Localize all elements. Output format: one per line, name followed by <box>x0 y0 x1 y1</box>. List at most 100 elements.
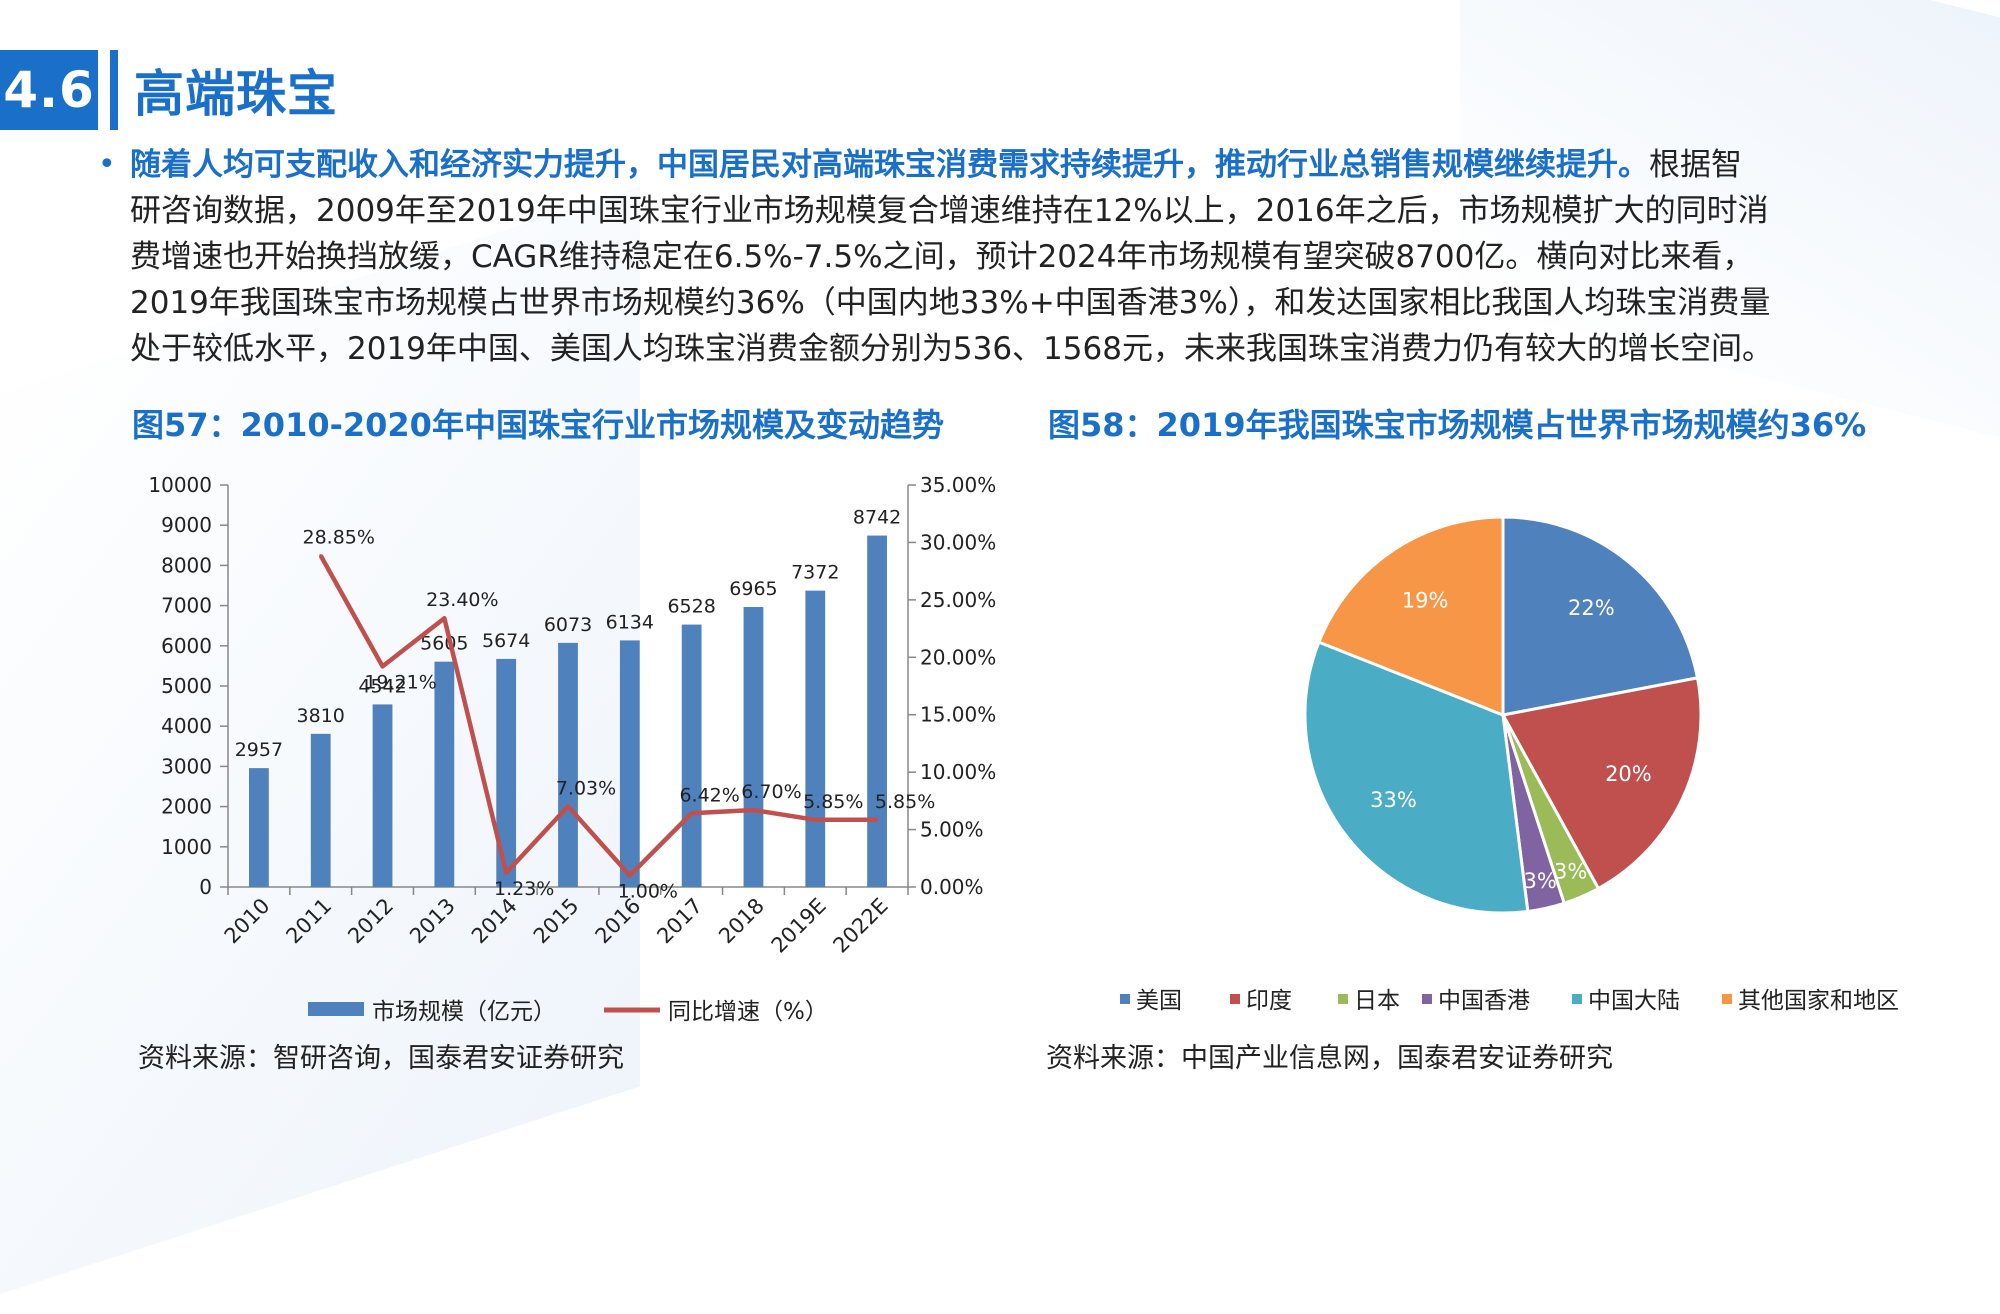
line-value-label: 6.42% <box>679 784 739 806</box>
pie-slice-label: 22% <box>1568 596 1615 620</box>
line-point <box>751 808 755 812</box>
line-value-label: 5.85% <box>875 791 935 813</box>
legend-label: 其他国家和地区 <box>1738 988 1899 1014</box>
left-tick-label: 0 <box>199 875 212 899</box>
left-tick-label: 7000 <box>161 594 212 618</box>
left-tick-label: 5000 <box>161 674 212 698</box>
bullet-lead: 随着人均可支配收入和经济实力提升，中国居民对高端珠宝消费需求持续提升，推动行业总… <box>130 147 1649 183</box>
legend-label: 中国大陆 <box>1588 988 1680 1014</box>
bar <box>558 642 578 887</box>
line-point <box>381 664 385 668</box>
fig58-title: 图58：2019年我国珠宝市场规模占世界市场规模约36% <box>1048 406 1867 444</box>
section-number: 4.6 <box>0 50 98 130</box>
bar <box>310 733 331 887</box>
legend-swatch <box>1230 994 1240 1004</box>
line-point <box>628 874 632 878</box>
line-point <box>566 804 570 808</box>
right-tick-label: 15.00% <box>920 703 996 727</box>
bar-value-label: 5674 <box>482 630 530 652</box>
pie-slice <box>1501 515 1700 717</box>
left-tick-label: 1000 <box>161 835 212 859</box>
legend-swatch <box>1572 994 1582 1004</box>
line-value-label: 5.85% <box>803 791 863 813</box>
page-title: 高端珠宝 <box>134 65 338 123</box>
left-tick-label: 10000 <box>148 473 212 497</box>
right-tick-label: 20.00% <box>920 645 996 669</box>
left-tick-label: 2000 <box>161 795 212 819</box>
bar <box>619 640 640 887</box>
bullet-line: 费增速也开始换挡放缓，CAGR维持稳定在6.5%-7.5%之间，预计2024年市… <box>130 239 1754 275</box>
legend-label: 印度 <box>1246 988 1292 1014</box>
bar-value-label: 8742 <box>853 507 901 529</box>
bullet-line: 处于较低水平，2019年中国、美国人均珠宝消费金额分别为536、1568元，未来… <box>130 331 1773 367</box>
bullet-text: 根据智 <box>1649 147 1742 183</box>
legend-label: 美国 <box>1136 988 1182 1014</box>
left-tick-label: 8000 <box>161 553 212 577</box>
line-point <box>690 811 694 815</box>
section-header: 4.6 高端珠宝 <box>0 50 338 130</box>
line-point <box>319 554 323 558</box>
x-tick-label: 2010 <box>220 894 275 949</box>
legend-line-label: 同比增速（%） <box>668 999 828 1025</box>
left-tick-label: 9000 <box>161 513 212 537</box>
bar <box>681 624 702 887</box>
line-value-label: 28.85% <box>303 527 375 549</box>
x-tick-label: 2013 <box>405 894 460 949</box>
line-value-label: 19.21% <box>364 671 436 693</box>
bar-value-label: 7372 <box>791 562 839 584</box>
right-tick-label: 10.00% <box>920 760 996 784</box>
line-point <box>875 818 879 822</box>
left-tick-label: 4000 <box>161 714 212 738</box>
x-tick-label: 2012 <box>343 894 398 949</box>
legend-label: 日本 <box>1354 988 1400 1014</box>
legend-swatch <box>1338 994 1348 1004</box>
left-tick-label: 3000 <box>161 754 212 778</box>
bar <box>434 661 455 887</box>
pie-slice-label: 3% <box>1554 859 1587 883</box>
pie-slice <box>1316 515 1505 718</box>
bar-value-label: 6134 <box>606 611 654 633</box>
bar <box>249 768 269 887</box>
legend-swatch <box>1120 994 1130 1004</box>
pie-slice-label: 19% <box>1402 588 1449 612</box>
line-value-label: 23.40% <box>426 589 498 611</box>
right-tick-label: 5.00% <box>920 818 984 842</box>
legend-bar-label: 市场规模（亿元） <box>372 999 556 1025</box>
bar <box>743 607 764 887</box>
line-point <box>442 616 446 620</box>
bar-value-label: 6965 <box>729 578 777 600</box>
right-tick-label: 30.00% <box>920 530 996 554</box>
bar-value-label: 6528 <box>667 596 715 618</box>
pie-slice-label: 3% <box>1523 869 1556 893</box>
x-tick-label: 2011 <box>281 894 336 949</box>
x-tick-label: 2018 <box>714 894 769 949</box>
left-tick-label: 6000 <box>161 634 212 658</box>
pie-slice-label: 20% <box>1605 762 1652 786</box>
bullet-line: 研咨询数据，2009年至2019年中国珠宝行业市场规模复合增速维持在12%以上，… <box>130 193 1769 229</box>
bullet-dot-icon: • <box>98 147 116 182</box>
bar-value-label: 3810 <box>297 705 345 727</box>
line-value-label: 7.03% <box>556 777 616 799</box>
right-tick-label: 35.00% <box>920 473 996 497</box>
line-value-label: 6.70% <box>741 781 801 803</box>
growth-line <box>318 554 878 878</box>
fig58-source: 资料来源：中国产业信息网，国泰君安证券研究 <box>1046 1043 1613 1074</box>
bullet-line: 随着人均可支配收入和经济实力提升，中国居民对高端珠宝消费需求持续提升，推动行业总… <box>130 142 1930 188</box>
section-divider <box>110 50 118 130</box>
legend-swatch <box>1422 994 1432 1004</box>
market-size-combo-chart: 0 1000 2000 3000 4000 5000 6000 7000 8000 9000 100… <box>148 473 996 1025</box>
bullet-line: 2019年我国珠宝市场规模占世界市场规模约36%（中国内地33%+中国香港3%）… <box>130 285 1771 321</box>
right-tick-label: 25.00% <box>920 588 996 612</box>
bar-value-label: 2957 <box>235 739 283 761</box>
legend-label: 中国香港 <box>1438 988 1530 1014</box>
pie-slice-label: 33% <box>1370 788 1417 812</box>
x-tick-label: 2019E <box>767 894 831 958</box>
line-point <box>813 818 817 822</box>
pie-slice <box>1500 676 1703 891</box>
bar-value-label: 5605 <box>420 633 468 655</box>
pie-slice <box>1303 640 1530 915</box>
bar-value-label: 4542 <box>358 675 406 697</box>
bar <box>805 590 826 887</box>
line-value-label: 1.23% <box>494 878 554 900</box>
x-tick-label: 2022E <box>828 894 892 958</box>
